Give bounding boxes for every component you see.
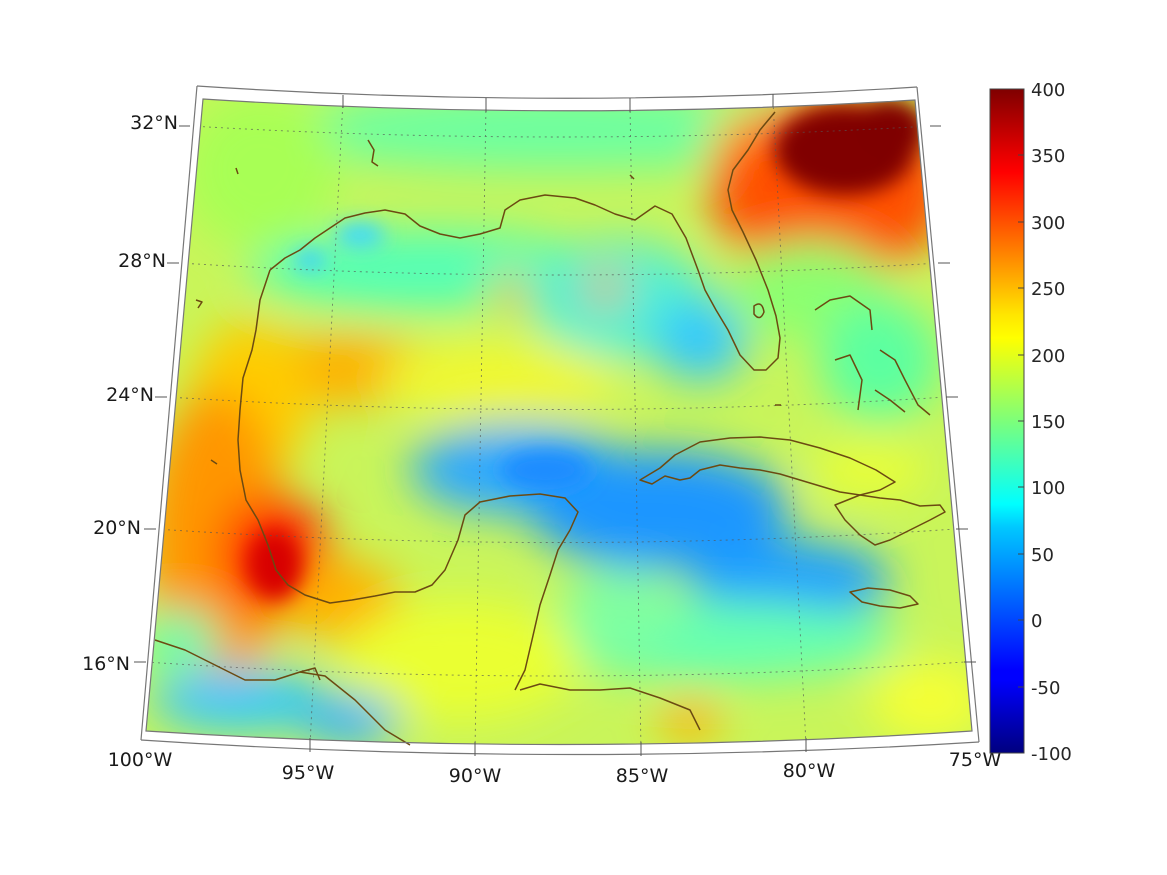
lon-label: 80°W [783, 760, 836, 782]
frame-ticks [134, 94, 976, 756]
colorbar-label: 300 [1031, 213, 1065, 234]
lat-label: 28°N [118, 250, 166, 272]
colorbar-label: 50 [1031, 545, 1054, 566]
colorbar-label: 350 [1031, 146, 1065, 167]
map-frame [140, 85, 980, 756]
lat-label: 20°N [93, 517, 141, 539]
lon-label: 75°W [949, 749, 1002, 771]
lon-label: 90°W [449, 765, 502, 787]
colorbar: 400 350 300 250 200 150 100 50 0 -50 -10… [989, 80, 1072, 765]
longitude-labels: 100°W 95°W 90°W 85°W 80°W 75°W [108, 749, 1002, 787]
colorbar-label: 100 [1031, 478, 1065, 499]
colorbar-label: 150 [1031, 412, 1065, 433]
lat-label: 16°N [82, 653, 130, 675]
graticule [146, 99, 965, 745]
colorbar-label: 200 [1031, 346, 1065, 367]
colorbar-label: 400 [1031, 80, 1065, 101]
colorbar-label: 250 [1031, 279, 1065, 300]
colorbar-ticks [1018, 88, 1024, 754]
field-shading [146, 99, 972, 745]
colorbar-label: 0 [1031, 611, 1042, 632]
colorbar-label: -50 [1031, 678, 1060, 699]
latitude-labels: 16°N 20°N 24°N 28°N 32°N [82, 112, 178, 675]
coastlines [154, 111, 946, 746]
lon-label: 95°W [282, 762, 335, 784]
lon-label: 100°W [108, 749, 173, 771]
colorbar-label: -100 [1031, 744, 1072, 765]
lat-label: 32°N [130, 112, 178, 134]
lat-label: 24°N [106, 384, 154, 406]
lon-label: 85°W [616, 765, 669, 787]
